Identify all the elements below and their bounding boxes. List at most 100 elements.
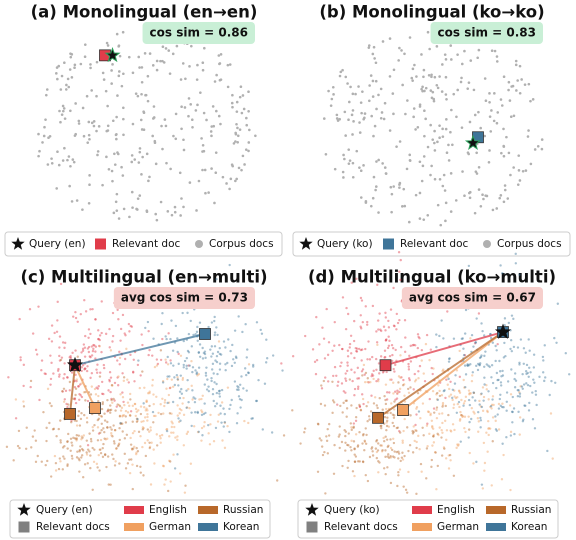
corpus-dot	[430, 75, 433, 79]
corpus-dot	[393, 370, 396, 373]
corpus-dot	[88, 432, 91, 435]
legend-swatch	[486, 523, 506, 531]
corpus-dot	[414, 193, 418, 197]
corpus-dot	[88, 137, 91, 141]
corpus-dot	[76, 355, 79, 358]
corpus-dot	[529, 99, 532, 103]
corpus-dot	[194, 333, 197, 336]
corpus-cloud	[37, 30, 257, 222]
corpus-dot	[85, 453, 89, 456]
corpus-dot	[204, 411, 207, 415]
corpus-dot	[481, 409, 485, 413]
corpus-dot	[438, 412, 441, 415]
corpus-dot	[135, 410, 139, 413]
corpus-dot	[359, 296, 363, 300]
corpus-dot	[92, 460, 96, 464]
corpus-dot	[379, 444, 382, 447]
corpus-dot	[149, 426, 152, 429]
corpus-dot	[260, 332, 264, 335]
corpus-dot	[14, 398, 18, 401]
corpus-dot	[444, 75, 448, 79]
corpus-dot	[173, 210, 177, 214]
corpus-dot	[191, 398, 194, 401]
corpus-dot	[73, 63, 77, 67]
corpus-dot	[444, 201, 448, 205]
corpus-dot	[377, 328, 380, 331]
corpus-dot	[543, 379, 546, 383]
corpus-dot	[351, 470, 355, 473]
corpus-dot	[462, 402, 466, 405]
corpus-dot	[463, 364, 467, 367]
corpus-dot	[81, 349, 85, 353]
corpus-dot	[133, 429, 136, 433]
corpus-cloud	[322, 28, 544, 227]
corpus-dot	[456, 402, 460, 406]
corpus-dot	[130, 447, 134, 450]
corpus-dot	[215, 109, 218, 113]
corpus-dot	[58, 346, 61, 349]
corpus-dot	[195, 330, 199, 334]
corpus-dot	[363, 380, 367, 384]
corpus-dot	[341, 296, 345, 299]
corpus-dot	[502, 453, 505, 457]
corpus-dot	[179, 374, 182, 377]
corpus-dot	[350, 426, 353, 429]
corpus-dot	[148, 391, 151, 395]
corpus-dot	[482, 197, 485, 201]
corpus-dot	[154, 212, 158, 216]
corpus-dot	[140, 420, 143, 423]
corpus-dot	[121, 30, 125, 34]
corpus-dot	[250, 417, 253, 420]
corpus-dot	[169, 167, 172, 171]
corpus-dot	[96, 150, 100, 153]
corpus-dot	[136, 208, 139, 211]
corpus-dot	[346, 443, 349, 447]
corpus-dot	[210, 355, 213, 358]
corpus-dot	[332, 374, 335, 378]
corpus-dot	[93, 344, 96, 347]
corpus-dot	[62, 109, 65, 113]
corpus-dot	[384, 472, 387, 476]
corpus-dot	[161, 381, 165, 384]
corpus-dot	[345, 306, 348, 310]
corpus-dot	[180, 387, 183, 391]
corpus-dot	[113, 163, 117, 166]
corpus-dot	[163, 404, 166, 408]
corpus-dot	[55, 72, 58, 75]
corpus-dot	[360, 111, 363, 115]
corpus-dot	[64, 389, 68, 393]
corpus-dot	[127, 381, 130, 384]
corpus-dot	[192, 425, 196, 428]
corpus-dot	[182, 366, 185, 369]
corpus-dot	[430, 96, 434, 100]
corpus-dot	[415, 492, 418, 496]
corpus-dot	[303, 431, 306, 434]
corpus-dot	[97, 432, 101, 435]
corpus-dot	[106, 409, 110, 412]
corpus-dot	[384, 338, 388, 342]
corpus-dot	[438, 389, 441, 393]
corpus-dot	[98, 344, 101, 348]
corpus-dot	[387, 326, 391, 329]
corpus-dot	[210, 125, 214, 128]
corpus-dot	[513, 377, 516, 381]
corpus-dot	[468, 451, 471, 455]
corpus-dot	[171, 349, 175, 352]
corpus-dot	[350, 352, 353, 355]
corpus-dot	[456, 443, 459, 446]
corpus-dot	[503, 317, 507, 320]
corpus-dot	[344, 379, 348, 382]
corpus-dot	[431, 90, 435, 94]
corpus-dot	[359, 325, 362, 328]
corpus-dot	[475, 172, 479, 175]
corpus-dot	[199, 91, 202, 94]
corpus-dot	[436, 86, 440, 90]
corpus-dot	[337, 435, 341, 438]
corpus-dot	[452, 474, 456, 477]
corpus-dot	[142, 474, 145, 477]
corpus-dot	[367, 340, 370, 343]
corpus-dot	[485, 388, 488, 391]
corpus-dot	[483, 77, 487, 80]
corpus-dot	[447, 467, 451, 470]
link	[377, 331, 504, 419]
